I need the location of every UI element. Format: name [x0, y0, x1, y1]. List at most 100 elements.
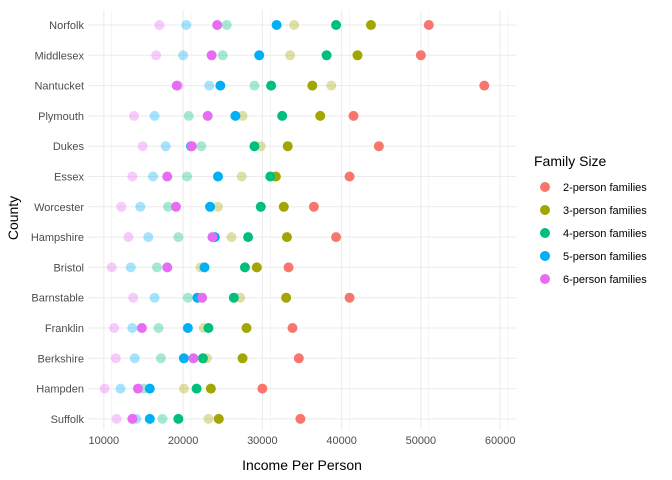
- data-point-faded: [153, 323, 164, 333]
- data-point: [271, 20, 282, 30]
- data-point: [315, 110, 326, 121]
- data-point: [178, 353, 189, 364]
- legend-key: [540, 274, 550, 284]
- data-point: [287, 323, 298, 333]
- data-point: [373, 141, 384, 152]
- y-tick-label: Franklin: [45, 323, 84, 335]
- data-point-faded: [109, 323, 120, 333]
- legend-key: [540, 251, 550, 261]
- legend-label: 4-person families: [563, 228, 647, 240]
- data-point-faded: [178, 383, 189, 394]
- y-tick-label: Dukes: [53, 141, 85, 153]
- data-point: [212, 20, 223, 30]
- legend-key: [540, 205, 550, 215]
- data-point: [173, 413, 184, 424]
- x-axis-title: Income Per Person: [242, 457, 362, 473]
- legend-label: 3-person families: [563, 205, 647, 217]
- y-tick-label: Hampshire: [31, 232, 84, 244]
- data-point-faded: [196, 141, 207, 152]
- x-tick-label: 40000: [326, 435, 357, 447]
- data-point: [186, 141, 197, 152]
- y-tick-label: Suffolk: [51, 414, 85, 426]
- data-point: [283, 262, 294, 273]
- data-point: [479, 80, 490, 91]
- y-tick-label: Hampden: [36, 384, 84, 396]
- x-tick-label: 20000: [168, 435, 199, 447]
- data-point: [278, 201, 289, 212]
- y-tick-label: Bristol: [53, 262, 84, 274]
- data-point-faded: [99, 383, 110, 394]
- data-point-faded: [106, 262, 117, 273]
- legend-label: 5-person families: [563, 251, 647, 263]
- data-point-faded: [160, 141, 171, 152]
- data-point: [144, 383, 155, 394]
- data-point: [171, 80, 182, 91]
- data-point: [162, 171, 173, 182]
- data-point: [202, 110, 213, 121]
- y-tick-label: Norfolk: [49, 20, 84, 32]
- data-point-faded: [183, 110, 194, 121]
- data-point-faded: [151, 50, 162, 61]
- data-point-faded: [157, 413, 168, 424]
- data-point-faded: [178, 50, 189, 61]
- data-point: [308, 201, 319, 212]
- data-point: [251, 262, 262, 273]
- data-point: [254, 50, 265, 61]
- data-point-faded: [149, 292, 160, 303]
- data-point: [293, 353, 304, 364]
- x-tick-label: 30000: [247, 435, 278, 447]
- data-point: [295, 413, 306, 424]
- data-point: [241, 323, 252, 333]
- legend-label: 6-person families: [563, 274, 647, 286]
- data-point-faded: [115, 383, 126, 394]
- legend-title: Family Size: [534, 153, 607, 169]
- x-tick-label: 60000: [485, 435, 516, 447]
- data-point: [215, 80, 226, 91]
- data-point: [266, 80, 277, 91]
- data-point-faded: [289, 20, 300, 30]
- data-point-faded: [135, 201, 146, 212]
- data-point: [206, 50, 217, 61]
- data-point: [188, 353, 199, 364]
- y-tick-label: Berkshire: [38, 353, 84, 365]
- y-tick-label: Middlesex: [34, 50, 84, 62]
- data-point: [132, 383, 143, 394]
- data-point: [205, 383, 216, 394]
- data-point-faded: [212, 201, 223, 212]
- data-point: [230, 110, 241, 121]
- data-point-faded: [151, 262, 162, 273]
- y-tick-label: Barnstable: [31, 293, 84, 305]
- data-point-faded: [127, 171, 138, 182]
- data-point-faded: [155, 353, 166, 364]
- data-point: [205, 201, 216, 212]
- data-point-faded: [203, 413, 214, 424]
- data-point-faded: [154, 20, 165, 30]
- data-point-faded: [128, 110, 139, 121]
- data-point: [415, 50, 426, 61]
- legend-key: [540, 182, 550, 192]
- data-point: [237, 353, 248, 364]
- data-point: [213, 413, 224, 424]
- data-point-faded: [125, 262, 136, 273]
- data-point-faded: [326, 80, 337, 91]
- x-tick-labels: 10000 20000 30000 40000 50000 60000: [89, 435, 516, 447]
- legend: Family Size 2-person families 3-person fa…: [534, 153, 647, 286]
- data-point: [212, 171, 223, 182]
- data-point-faded: [110, 353, 121, 364]
- data-point: [282, 141, 293, 152]
- data-point: [203, 323, 214, 333]
- data-point-faded: [182, 171, 193, 182]
- x-tick-label: 50000: [406, 435, 437, 447]
- data-point: [170, 201, 181, 212]
- data-point: [182, 323, 193, 333]
- data-point: [257, 383, 268, 394]
- y-axis-title: County: [5, 196, 21, 240]
- data-point: [331, 232, 342, 243]
- data-point: [197, 353, 208, 364]
- y-tick-label: Plymouth: [38, 111, 84, 123]
- data-point: [344, 171, 355, 182]
- data-point-faded: [204, 80, 215, 91]
- data-point: [207, 232, 218, 243]
- legend-label: 2-person families: [563, 182, 647, 194]
